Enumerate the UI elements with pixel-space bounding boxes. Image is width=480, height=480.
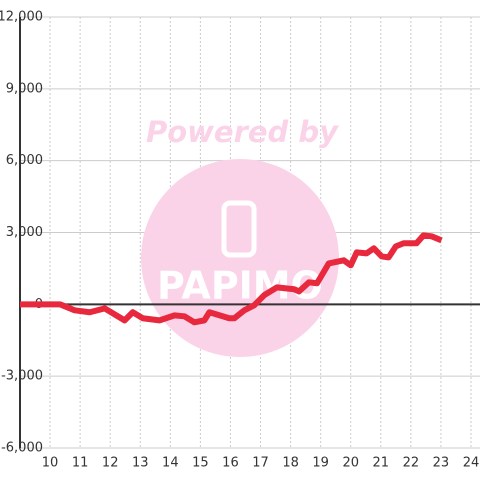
y-tick-label: 12,000 <box>0 10 43 25</box>
x-tick-label: 21 <box>373 456 390 471</box>
watermark-brand: PAPIMO <box>157 264 323 308</box>
x-tick-label: 17 <box>252 456 269 471</box>
x-tick-label: 24 <box>463 456 480 471</box>
x-tick-label: 13 <box>132 456 149 471</box>
y-tick-label: 3,000 <box>6 225 43 240</box>
x-tick-label: 10 <box>42 456 59 471</box>
x-tick-label: 12 <box>102 456 119 471</box>
watermark-text: Powered by <box>146 115 339 149</box>
x-tick-label: 16 <box>222 456 239 471</box>
y-tick-label: 9,000 <box>6 81 43 96</box>
y-tick-label: 6,000 <box>6 153 43 168</box>
y-tick-label: -6,000 <box>1 441 43 456</box>
x-tick-label: 23 <box>433 456 450 471</box>
x-tick-label: 20 <box>342 456 359 471</box>
x-tick-label: 15 <box>192 456 209 471</box>
line <box>20 232 443 326</box>
x-tick-label: 19 <box>312 456 329 471</box>
watermark: Powered by PAPIMO <box>141 115 339 357</box>
x-tick-label: 18 <box>282 456 299 471</box>
watermark-icon <box>221 200 257 258</box>
x-tick-label: 14 <box>162 456 179 471</box>
x-tick-label: 22 <box>403 456 420 471</box>
y-tick-label: -3,000 <box>1 369 43 384</box>
watermark-circle <box>141 159 339 357</box>
x-tick-label: 11 <box>72 456 89 471</box>
